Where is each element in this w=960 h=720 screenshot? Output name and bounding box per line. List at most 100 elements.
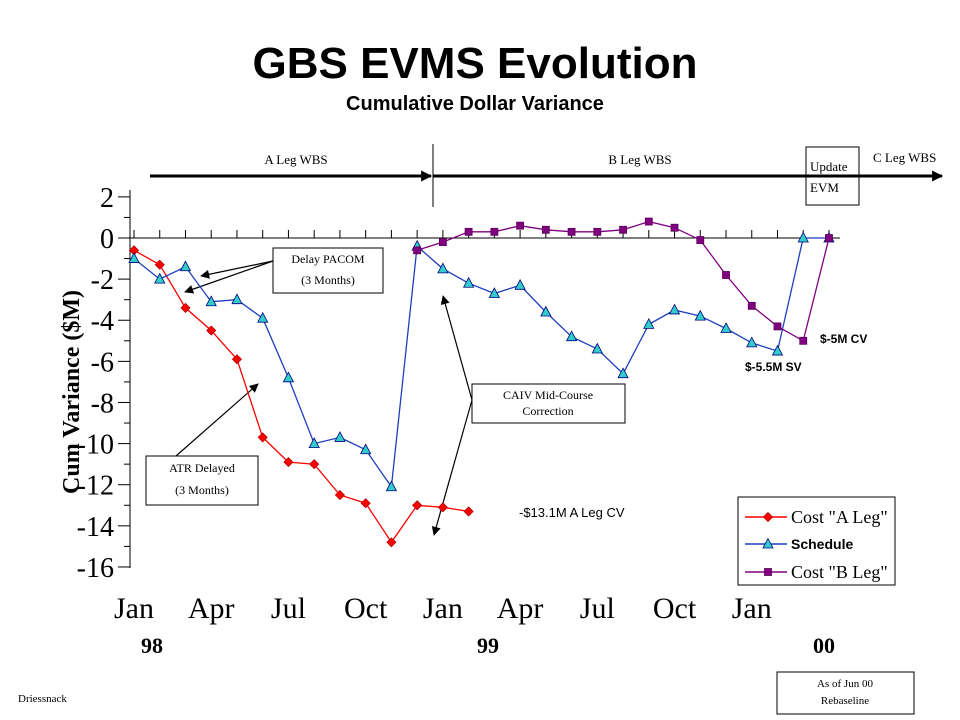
phase-b-leg-label: B Leg WBS [608, 152, 671, 167]
caiv-box [471, 383, 626, 424]
point-schedule [359, 443, 372, 455]
point-schedule [488, 287, 501, 298]
phase-c-leg-label: C Leg WBS [873, 150, 936, 165]
x-tick-label: Apr [497, 592, 544, 625]
update-evm-box [805, 146, 860, 206]
update-evm-line2: EVM [810, 180, 839, 195]
y-axis-title: Cum Variance ($M) [59, 290, 85, 494]
legend-label-schedule: Schedule [791, 536, 853, 552]
point-schedule [643, 317, 655, 329]
legend-box [737, 496, 896, 586]
delay-pacom-line2: (3 Months) [301, 273, 355, 287]
point-schedule [514, 278, 526, 290]
legend: Cost "A Leg" Schedule Cost "B Leg" [737, 496, 896, 586]
phase-a-leg-label: A Leg WBS [264, 152, 327, 167]
point-cost-a-leg [257, 432, 268, 443]
point-cost-b-leg [773, 322, 782, 331]
point-schedule [462, 276, 475, 288]
y-tick-label: -2 [91, 265, 114, 296]
phase-bar: A Leg WBS B Leg WBS C Leg WBS Update EVM [150, 144, 944, 207]
series-line-cost-a-leg [133, 249, 469, 544]
year-label: 98 [141, 633, 163, 658]
point-schedule [720, 322, 732, 333]
point-cost-b-leg [619, 225, 627, 234]
legend-label-cost-a-leg: Cost "A Leg" [791, 507, 888, 527]
x-tick-label: Apr [188, 592, 235, 625]
point-schedule [179, 260, 192, 272]
legend-label-cost-b-leg: Cost "B Leg" [791, 562, 888, 582]
legend-marker-cost-a-leg [762, 511, 774, 523]
year-label: 00 [813, 633, 835, 658]
point-cost-b-leg [799, 336, 808, 345]
x-tick-label: Jan [732, 592, 772, 625]
y-tick-label: -10 [77, 430, 114, 461]
point-schedule [771, 344, 784, 356]
atr-delayed-box [145, 455, 259, 506]
point-schedule [282, 371, 295, 383]
point-schedule [128, 252, 140, 263]
point-cost-b-leg [516, 221, 524, 230]
point-cost-b-leg [593, 227, 602, 236]
annotations: Delay PACOM (3 Months) ATR Delayed (3 Mo… [145, 247, 867, 536]
caiv-arrow-cost [431, 399, 473, 536]
x-tick-label: Jan [114, 592, 154, 625]
y-tick-label: -6 [91, 347, 114, 378]
point-cost-a-leg [154, 259, 165, 270]
point-schedule [591, 342, 603, 354]
point-schedule [617, 367, 629, 379]
point-cost-b-leg [722, 271, 730, 279]
point-schedule [334, 431, 346, 442]
point-cost-a-leg [386, 537, 397, 548]
chart-subtitle: Cumulative Dollar Variance [346, 93, 604, 115]
point-cost-b-leg [696, 236, 705, 244]
atr-delayed-arrow [175, 383, 259, 457]
a-leg-cv-note: -$13.1M A Leg CV [519, 505, 625, 520]
y-tick-label: -8 [91, 388, 114, 419]
author-credit: Driessnack [18, 693, 67, 705]
as-of-line1: As of Jun 00 [817, 678, 873, 690]
caiv-line2: Correction [522, 404, 573, 418]
x-tick-label: Jul [580, 592, 615, 625]
series-line-cost-b-leg [416, 220, 830, 342]
as-of-box [776, 671, 915, 715]
point-cost-a-leg [437, 502, 448, 513]
point-schedule [257, 311, 269, 323]
y-tick-label: 2 [100, 183, 114, 214]
point-cost-b-leg [567, 227, 576, 236]
point-schedule [231, 293, 243, 305]
point-cost-b-leg [644, 217, 653, 226]
point-cost-a-leg [412, 500, 423, 511]
point-schedule [540, 305, 552, 317]
b-leg-cv-note: $-5M CV [820, 332, 867, 346]
point-cost-b-leg [464, 227, 473, 236]
atr-delayed-line1: ATR Delayed [169, 461, 235, 475]
update-evm-line1: Update [810, 159, 848, 174]
series-line-schedule [133, 237, 829, 489]
caiv-arrow-schedule [440, 295, 473, 401]
caiv-line1: CAIV Mid-Course [503, 388, 593, 402]
y-tick-label: -16 [77, 553, 114, 584]
point-cost-a-leg [463, 506, 474, 517]
y-tick-label: 0 [100, 224, 114, 255]
point-cost-b-leg [541, 225, 550, 234]
year-label: 99 [477, 633, 499, 658]
point-cost-b-leg [825, 234, 833, 242]
point-schedule [746, 336, 758, 348]
legend-marker-cost-b-leg [764, 568, 772, 576]
delay-pacom-arrow-cost [184, 260, 274, 294]
legend-marker-schedule [762, 537, 774, 549]
point-cost-a-leg [180, 302, 191, 313]
chart-title: GBS EVMS Evolution [253, 39, 698, 88]
point-cost-a-leg [283, 457, 294, 468]
y-tick-label: -4 [91, 306, 114, 337]
delay-pacom-line1: Delay PACOM [291, 252, 365, 266]
point-schedule [385, 480, 398, 492]
point-cost-a-leg [206, 325, 217, 336]
y-tick-label: -12 [77, 471, 114, 502]
point-schedule [797, 231, 809, 243]
point-schedule [308, 437, 320, 449]
x-tick-label: Jan [423, 592, 463, 625]
point-cost-a-leg [309, 459, 320, 470]
series [128, 217, 835, 548]
